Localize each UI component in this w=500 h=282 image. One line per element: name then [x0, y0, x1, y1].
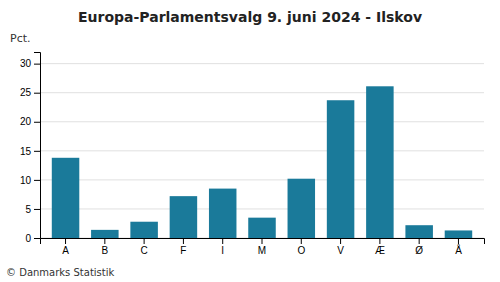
y-tick-label: 15: [20, 146, 32, 157]
x-tick: Å: [455, 238, 462, 256]
bar: [288, 179, 316, 238]
bar: [209, 189, 237, 238]
x-axis-line: [41, 239, 485, 245]
x-tick: Ø: [415, 238, 423, 256]
y-tick: 0: [25, 233, 40, 244]
y-tick-mark: [34, 180, 40, 181]
x-tick-label: Ø: [415, 245, 423, 256]
bar: [52, 158, 80, 238]
y-tick: 15: [20, 146, 40, 157]
bar: [366, 86, 394, 238]
x-tick: V: [337, 238, 344, 256]
x-tick: C: [141, 238, 148, 256]
x-tick-mark: [65, 238, 66, 244]
bar: [170, 196, 198, 238]
x-tick-mark: [301, 238, 302, 244]
x-tick-mark: [419, 238, 420, 244]
grid-line: [40, 150, 484, 151]
grid-line: [40, 63, 484, 64]
x-tick-label: B: [101, 245, 108, 256]
bar: [445, 230, 473, 238]
x-tick-label: F: [180, 245, 186, 256]
x-tick-label: V: [337, 245, 344, 256]
grid-line: [40, 179, 484, 180]
y-tick: 5: [25, 204, 40, 215]
y-tick-mark: [34, 93, 40, 94]
bar: [248, 218, 276, 238]
x-tick: I: [221, 238, 224, 256]
y-tick-mark: [34, 122, 40, 123]
x-tick: O: [297, 238, 305, 256]
grid-line: [40, 92, 484, 93]
y-tick-label: 30: [20, 58, 32, 69]
x-axis: ABCFIMOVÆØÅ: [41, 238, 485, 256]
x-tick-label: Æ: [375, 245, 385, 256]
x-tick-label: I: [221, 245, 224, 256]
x-tick-mark: [458, 238, 459, 244]
x-tick-label: Å: [455, 244, 462, 256]
x-tick-mark: [222, 238, 223, 244]
x-tick-mark: [104, 238, 105, 244]
bar: [405, 225, 433, 238]
grid-line: [40, 208, 484, 209]
y-tick: 30: [20, 58, 40, 69]
x-tick: B: [101, 238, 108, 256]
y-tick-label: 20: [20, 116, 32, 127]
y-tick-label: 5: [25, 204, 31, 215]
x-tick: F: [180, 238, 186, 256]
y-axis: 0 5 10 15 20 25 30: [20, 53, 41, 244]
x-tick-label: C: [141, 245, 148, 256]
y-tick: 20: [20, 116, 40, 127]
bar: [327, 100, 355, 238]
y-tick-mark: [34, 64, 40, 65]
y-tick-mark: [34, 151, 40, 152]
plot: 0 5 10 15 20 25 30 A B C F I M O V Æ Ø Å: [20, 53, 485, 257]
y-tick-mark: [34, 238, 40, 239]
y-label: Pct.: [10, 32, 31, 45]
y-tick-mark: [34, 209, 40, 210]
x-tick-mark: [183, 238, 184, 244]
x-tick-label: O: [297, 245, 305, 256]
y-tick-label: 10: [20, 175, 32, 186]
bar: [91, 230, 119, 238]
chart: Europa-Parlamentsvalg 9. juni 2024 - Ils…: [0, 0, 500, 282]
bars: [52, 86, 472, 238]
y-tick-label: 25: [20, 87, 32, 98]
x-tick-mark: [340, 238, 341, 244]
grid-line: [40, 121, 484, 122]
y-tick-label: 0: [25, 233, 31, 244]
bar: [130, 222, 158, 238]
x-tick: M: [258, 238, 266, 256]
x-tick-label: A: [62, 245, 69, 256]
grid: [40, 64, 484, 238]
y-tick: 10: [20, 175, 40, 186]
title: Europa-Parlamentsvalg 9. juni 2024 - Ils…: [78, 9, 422, 25]
footer: © Danmarks Statistik: [6, 267, 115, 278]
x-tick-mark: [144, 238, 145, 244]
y-tick: 25: [20, 87, 40, 98]
x-tick: A: [62, 238, 69, 256]
x-tick-label: M: [258, 245, 266, 256]
y-axis-line: [34, 53, 41, 239]
x-tick-mark: [262, 238, 263, 244]
x-tick: Æ: [375, 238, 385, 256]
x-tick-mark: [379, 238, 380, 244]
